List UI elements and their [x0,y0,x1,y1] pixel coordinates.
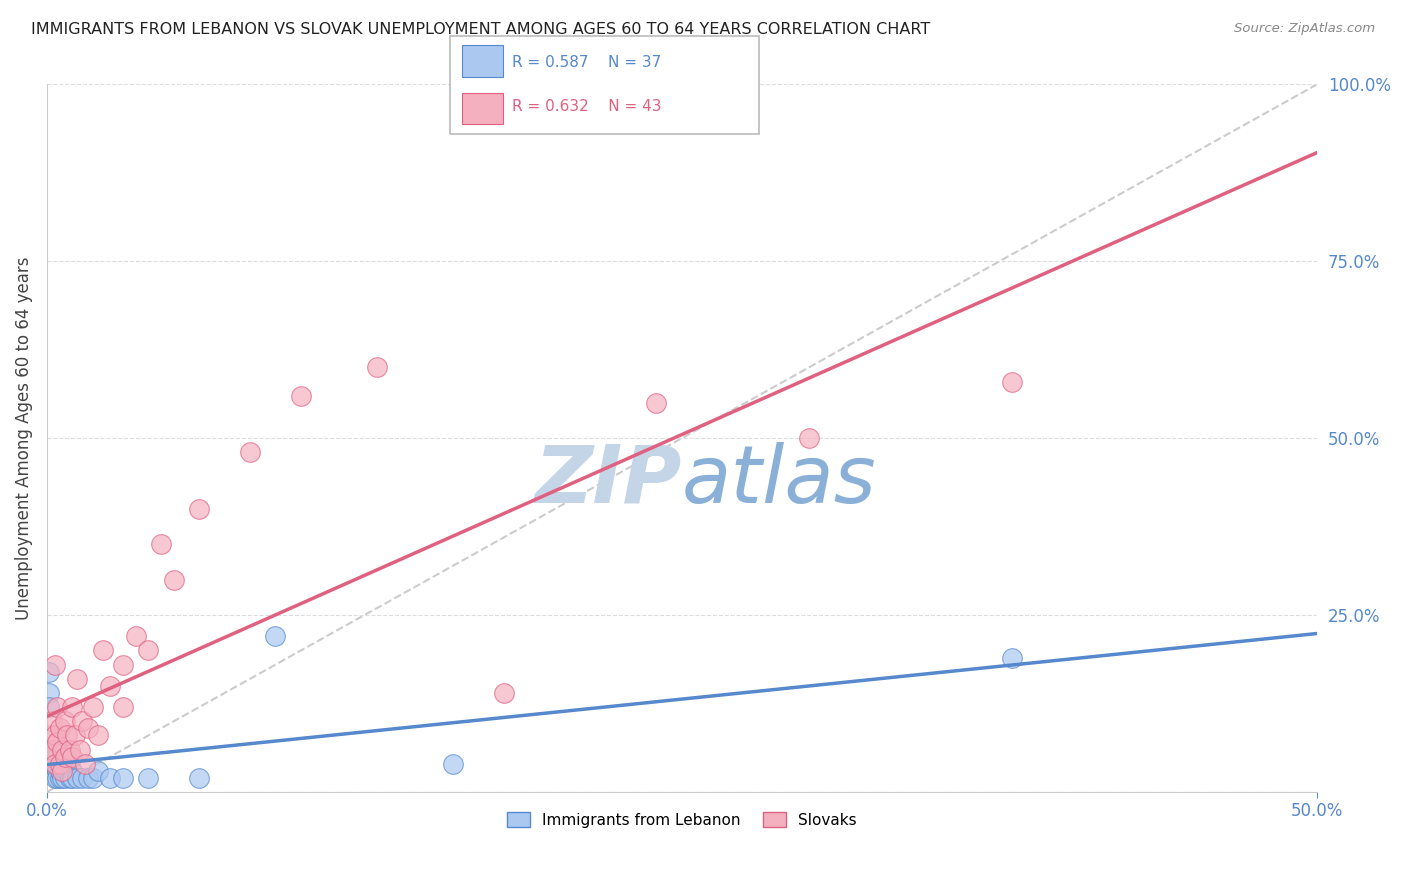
Point [1001,650,1024,665]
Point [63,728,86,742]
Point [112,657,135,672]
Point [51,771,73,785]
Point [41,714,63,729]
Point [51,742,73,756]
Point [125,629,148,643]
Point [86,764,108,778]
Point [46,749,69,764]
FancyBboxPatch shape [450,36,759,134]
Point [41,742,63,756]
Point [41,756,63,771]
Point [72,714,94,729]
Text: IMMIGRANTS FROM LEBANON VS SLOVAK UNEMPLOYMENT AMONG AGES 60 TO 64 YEARS CORRELA: IMMIGRANTS FROM LEBANON VS SLOVAK UNEMPL… [31,22,931,37]
Point [72,771,94,785]
Point [112,771,135,785]
Point [46,771,69,785]
Y-axis label: Unemployment Among Ages 60 to 64 years: Unemployment Among Ages 60 to 64 years [15,257,32,620]
Point [645,396,668,410]
Point [38,700,60,714]
Point [91,643,114,657]
Point [1001,375,1024,389]
Point [38,728,60,742]
Point [41,742,63,756]
Point [239,445,262,459]
Point [48,764,70,778]
Point [66,771,89,785]
Point [366,360,388,375]
Point [44,728,66,742]
Text: R = 0.632    N = 43: R = 0.632 N = 43 [512,99,661,114]
Point [44,756,66,771]
Point [138,771,160,785]
Point [100,679,122,693]
Point [44,771,66,785]
Point [60,771,83,785]
Point [51,756,73,771]
Point [60,700,83,714]
Point [38,749,60,764]
Point [797,431,820,445]
Point [60,764,83,778]
Point [76,771,98,785]
Point [100,771,122,785]
Point [44,756,66,771]
Point [44,657,66,672]
Point [38,665,60,679]
Point [53,764,76,778]
Point [60,749,83,764]
Point [66,672,89,686]
Point [138,643,160,657]
Point [44,764,66,778]
Point [56,764,79,778]
Point [150,537,173,551]
Point [264,629,287,643]
Text: atlas: atlas [682,442,876,520]
FancyBboxPatch shape [463,93,502,124]
Text: R = 0.587    N = 37: R = 0.587 N = 37 [512,54,661,70]
Point [41,764,63,778]
Point [48,756,70,771]
Point [41,749,63,764]
Point [290,389,312,403]
Point [163,573,186,587]
Point [56,728,79,742]
Point [48,721,70,735]
Text: Source: ZipAtlas.com: Source: ZipAtlas.com [1234,22,1375,36]
Point [73,756,96,771]
Point [494,686,516,700]
Point [48,756,70,771]
FancyBboxPatch shape [463,45,502,77]
Point [53,771,76,785]
Point [59,742,82,756]
Point [44,749,66,764]
Point [86,728,108,742]
Point [46,700,69,714]
Point [69,742,91,756]
Point [46,764,69,778]
Point [53,749,76,764]
Text: ZIP: ZIP [534,442,682,520]
Legend: Immigrants from Lebanon, Slovaks: Immigrants from Lebanon, Slovaks [501,805,863,834]
Point [76,721,98,735]
Point [82,771,104,785]
Point [38,686,60,700]
Point [82,700,104,714]
Point [188,502,211,516]
Point [53,714,76,729]
Point [51,764,73,778]
Point [59,771,82,785]
Point [441,756,464,771]
Point [48,771,70,785]
Point [46,735,69,749]
Point [112,700,135,714]
Point [188,771,211,785]
